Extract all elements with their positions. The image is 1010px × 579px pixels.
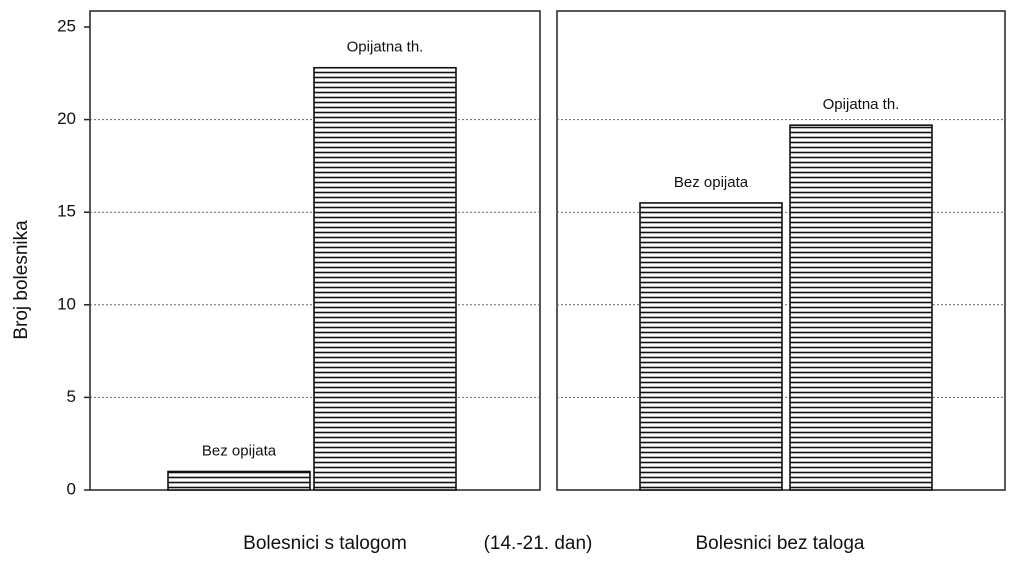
y-axis-label: Broj bolesnika xyxy=(11,220,32,340)
bar xyxy=(167,470,311,491)
bar-label: Bez opijata xyxy=(674,174,749,191)
bar xyxy=(639,202,783,491)
y-tick-label: 10 xyxy=(57,294,76,313)
y-tick-label: 0 xyxy=(67,479,76,498)
y-tick-label: 25 xyxy=(57,16,76,35)
bar-label: Bez opijata xyxy=(202,442,277,459)
bar-label: Opijatna th. xyxy=(347,39,424,56)
x-axis-label: Bolesnici bez taloga xyxy=(696,533,865,554)
y-tick-label: 5 xyxy=(67,387,76,406)
y-tick-label: 20 xyxy=(57,109,76,128)
y-tick-label: 15 xyxy=(57,202,76,221)
x-axis-label: Bolesnici s talogom xyxy=(243,533,407,554)
bar-label: Opijatna th. xyxy=(823,96,900,113)
bar xyxy=(789,124,933,491)
x-note: (14.-21. dan) xyxy=(484,533,593,554)
bar xyxy=(313,66,457,491)
